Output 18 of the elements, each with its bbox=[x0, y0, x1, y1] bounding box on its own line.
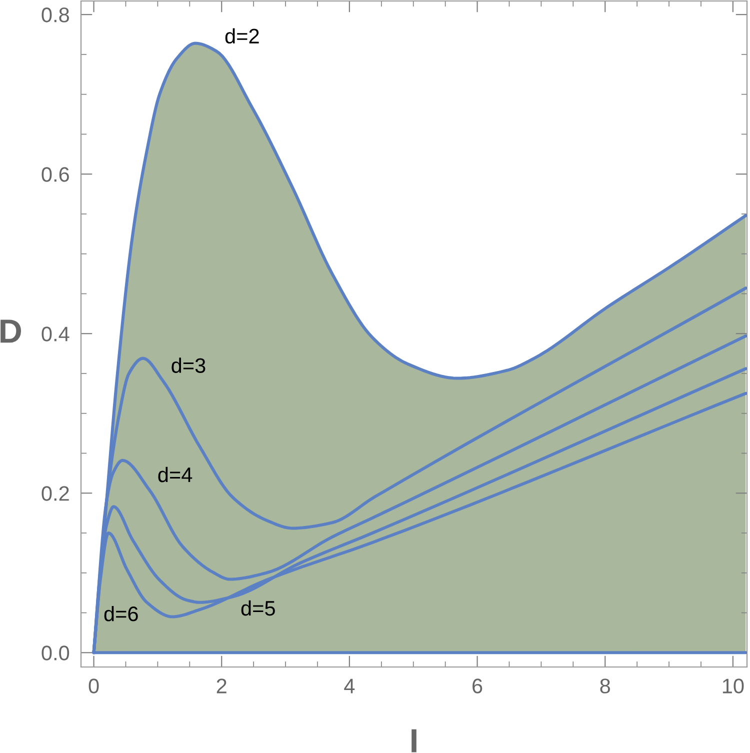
x-axis-title: I bbox=[412, 729, 416, 752]
series-label: d=5 bbox=[241, 600, 275, 616]
y-tick-label: 0.6 bbox=[42, 167, 69, 182]
series-label: d=6 bbox=[104, 606, 138, 622]
y-axis-title: D bbox=[0, 320, 22, 343]
x-tick-label: 2 bbox=[216, 678, 226, 694]
x-tick-label: 10 bbox=[722, 678, 744, 694]
x-tick-label: 4 bbox=[344, 678, 355, 694]
x-tick-label: 6 bbox=[472, 678, 482, 694]
series-label: d=4 bbox=[158, 466, 192, 482]
y-tick-label: 0.0 bbox=[42, 646, 70, 660]
y-tick-label: 0.8 bbox=[42, 8, 69, 22]
x-tick-label: 8 bbox=[600, 678, 610, 694]
series-label: d=2 bbox=[225, 28, 259, 44]
x-tick-label: 0 bbox=[88, 678, 99, 694]
series-label: d=3 bbox=[172, 358, 206, 373]
y-tick-label: 0.4 bbox=[42, 326, 70, 342]
y-tick-label: 0.2 bbox=[42, 486, 69, 501]
